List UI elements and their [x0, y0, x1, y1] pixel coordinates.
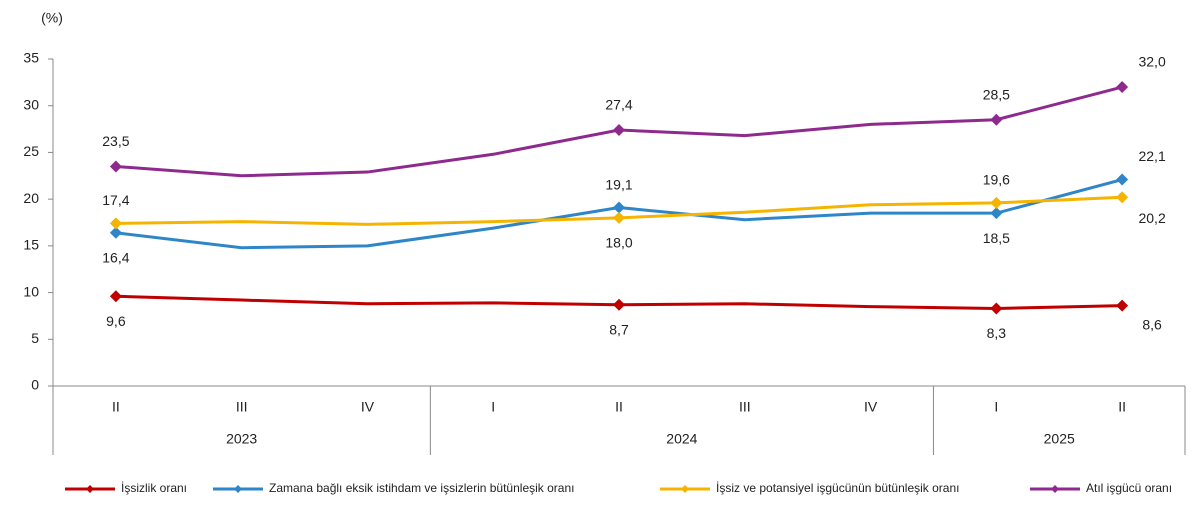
point-marker: [990, 207, 1003, 220]
point-marker: [1116, 191, 1129, 204]
point-marker: [990, 302, 1003, 315]
x-tick-label: IV: [361, 399, 375, 415]
data-label: 17,4: [102, 192, 129, 208]
point-marker: [990, 196, 1003, 209]
data-label: 16,4: [102, 249, 129, 265]
x-tick-label: III: [236, 399, 248, 415]
x-tick-label: II: [1118, 399, 1126, 415]
data-label: 27,4: [605, 97, 632, 113]
legend-marker: [234, 485, 242, 493]
y-tick-label: 5: [31, 330, 39, 346]
data-label: 28,5: [983, 86, 1010, 102]
legend-label: Zamana bağlı eksik istihdam ve işsizleri…: [269, 481, 574, 495]
legend-label: Atıl işgücü oranı: [1086, 481, 1172, 495]
data-label: 23,5: [102, 133, 129, 149]
point-marker: [109, 290, 122, 303]
x-tick-label: II: [615, 399, 623, 415]
data-label: 18,0: [605, 235, 632, 251]
y-tick-label: 35: [23, 50, 39, 66]
y-tick-label: 0: [31, 377, 39, 393]
legend-marker: [1051, 485, 1059, 493]
group-label: 2024: [666, 431, 697, 447]
legend-marker: [86, 485, 94, 493]
y-axis-label: (%): [41, 10, 63, 26]
point-marker: [109, 226, 122, 239]
point-marker: [613, 211, 625, 224]
point-marker: [613, 298, 625, 311]
point-marker: [109, 160, 122, 173]
point-marker: [1116, 81, 1129, 94]
y-tick-label: 15: [23, 237, 39, 253]
legend-label: İşsizlik oranı: [121, 481, 187, 495]
point-marker: [109, 217, 122, 230]
legend-marker: [681, 485, 689, 493]
y-tick-label: 20: [23, 190, 39, 206]
group-label: 2023: [226, 431, 257, 447]
point-marker: [613, 124, 625, 137]
data-label: 32,0: [1138, 54, 1165, 70]
data-label: 8,3: [987, 325, 1007, 341]
x-tick-label: IV: [864, 399, 878, 415]
data-label: 22,1: [1138, 148, 1165, 164]
data-label: 20,2: [1138, 210, 1165, 226]
point-marker: [1116, 299, 1129, 312]
data-label: 19,6: [983, 172, 1010, 188]
data-label: 9,6: [106, 313, 126, 329]
y-tick-label: 25: [23, 143, 39, 159]
data-label: 19,1: [605, 176, 632, 192]
point-marker: [613, 201, 625, 214]
x-tick-label: I: [491, 399, 495, 415]
data-label: 8,7: [609, 321, 629, 337]
x-tick-label: I: [994, 399, 998, 415]
legend-label: İşsiz ve potansiyel işgücünün bütünleşik…: [716, 481, 959, 495]
point-marker: [1116, 173, 1129, 186]
x-tick-label: III: [739, 399, 751, 415]
data-label: 18,5: [983, 230, 1010, 246]
y-tick-label: 30: [23, 96, 39, 112]
x-tick-label: II: [112, 399, 120, 415]
y-tick-label: 10: [23, 283, 39, 299]
group-label: 2025: [1044, 431, 1075, 447]
point-marker: [990, 113, 1003, 126]
data-label: 8,6: [1142, 316, 1162, 332]
